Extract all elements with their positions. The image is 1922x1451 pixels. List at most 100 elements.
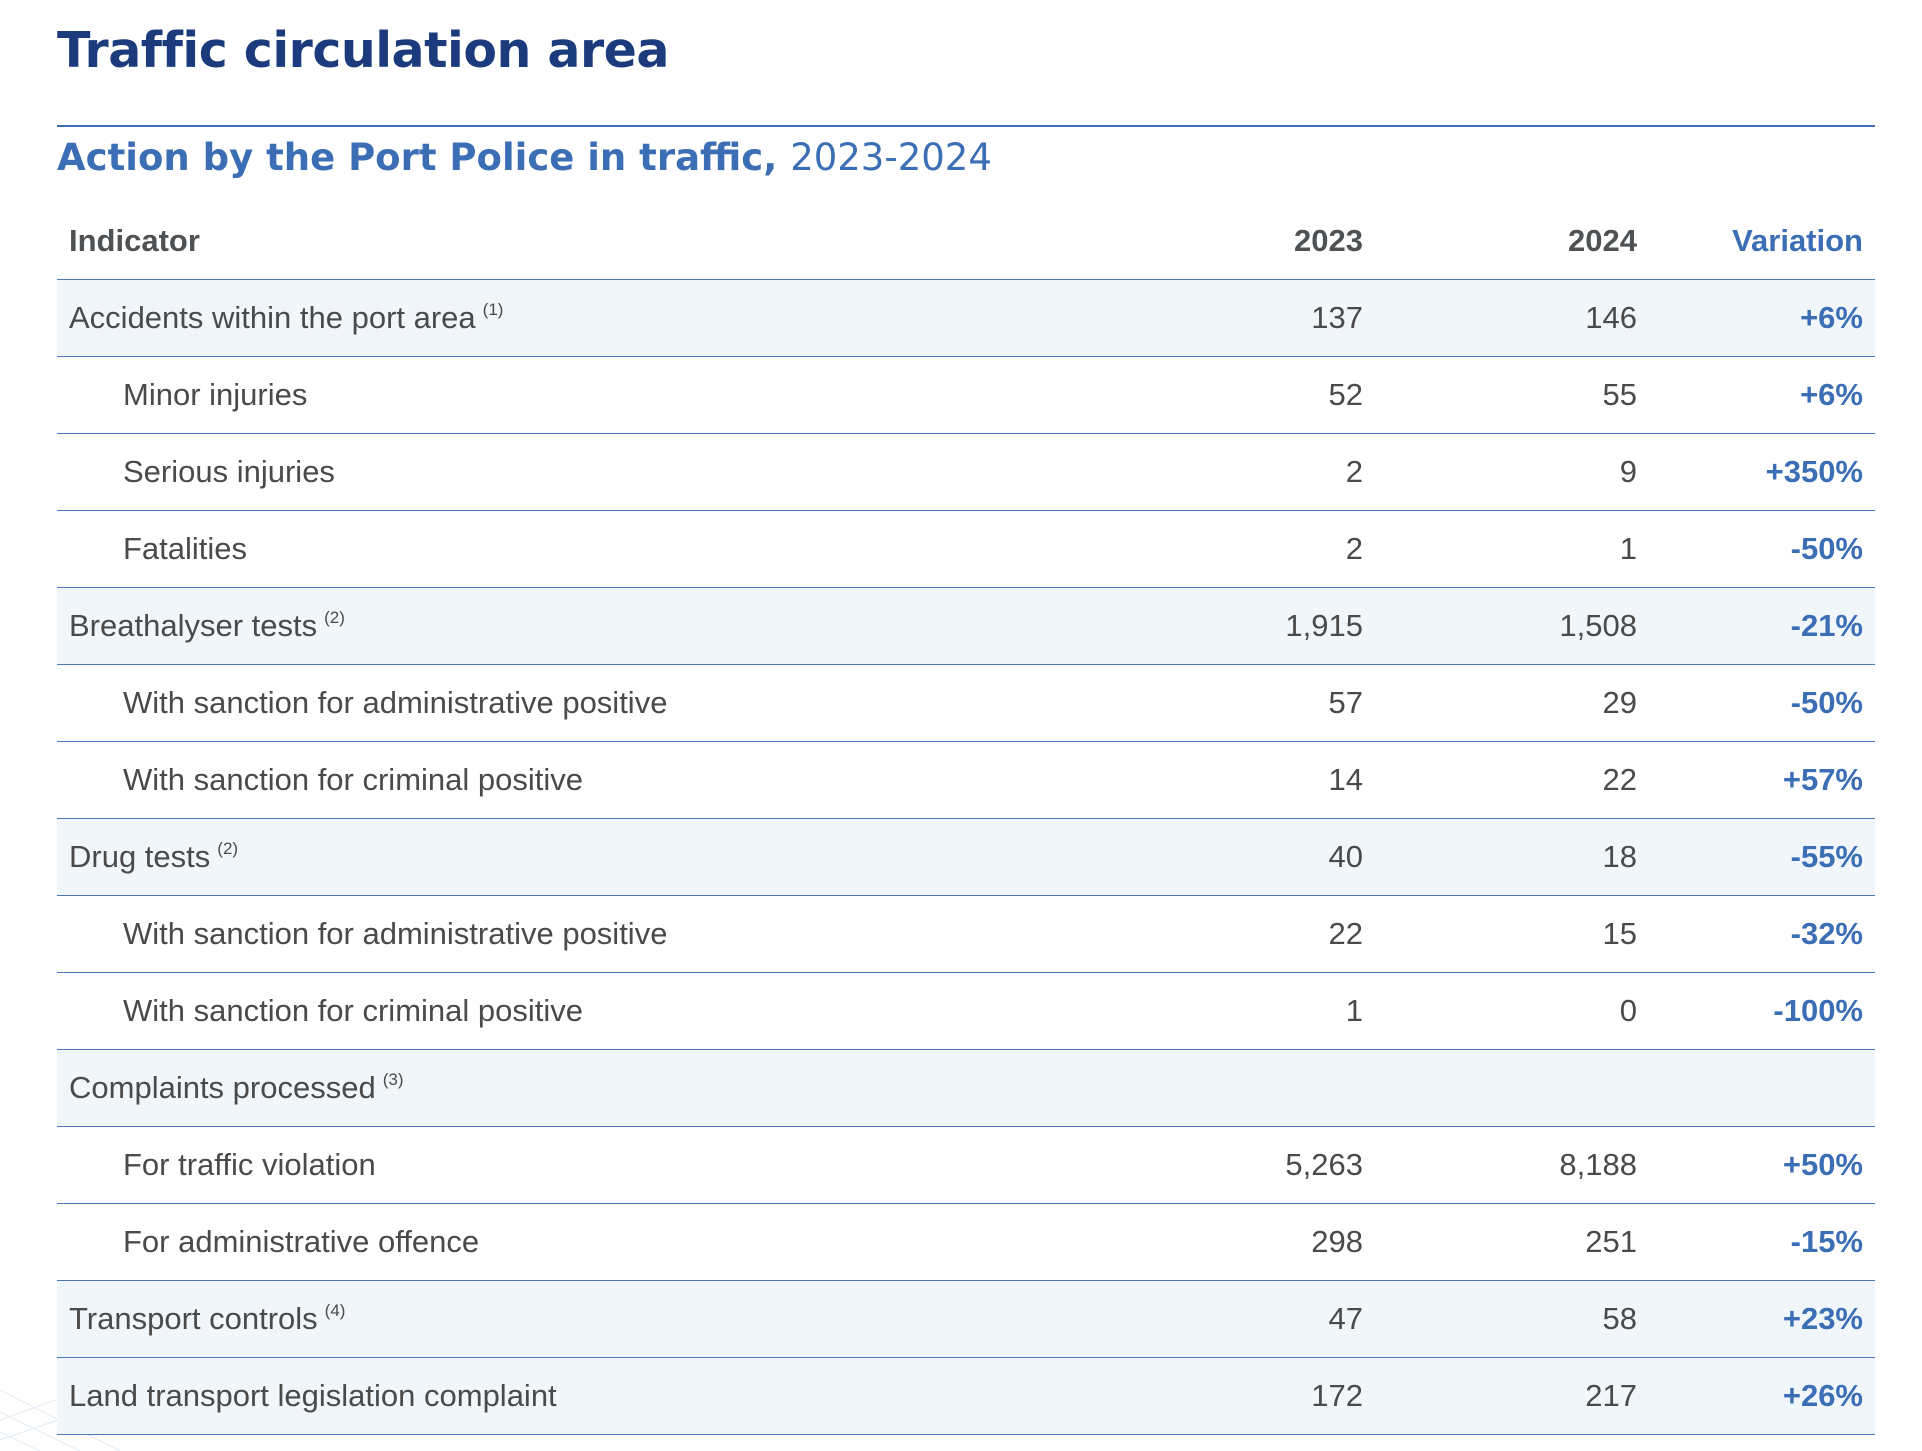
variation-value: -21% [1649,587,1875,665]
table-row: Drug tests (2) 40 18 -55% [57,818,1875,896]
value-2024: 251 [1375,1203,1649,1281]
table-header-row: Indicator 2023 2024 Variation [57,203,1875,280]
header-2023: 2023 [1107,203,1375,280]
value-2024: 8,188 [1375,1126,1649,1204]
row-label: Fatalities [123,531,248,566]
table-row: Transport controls (4) 47 58 +23% [57,1280,1875,1358]
row-label-cell: Complaints processed (3) [57,1049,1107,1127]
value-2024: 15 [1375,895,1649,973]
row-label-cell: Minor injuries [57,356,1107,434]
value-2023: 298 [1107,1203,1375,1281]
variation-value: +6% [1649,356,1875,434]
value-2024: 55 [1375,356,1649,434]
row-label: For administrative offence [123,1224,480,1259]
variation-value: +350% [1649,433,1875,511]
row-label: Land transport legislation complaint [69,1378,557,1413]
row-label: Accidents within the port area [69,300,476,335]
value-2023: 1,915 [1107,587,1375,665]
value-2023: 172 [1107,1357,1375,1435]
value-2024: 217 [1375,1357,1649,1435]
value-2024: 22 [1375,741,1649,819]
table-row: Minor injuries 52 55 +6% [57,356,1875,434]
value-2023: 52 [1107,356,1375,434]
variation-value: +26% [1649,1357,1875,1435]
value-2024: 1,508 [1375,587,1649,665]
row-label: Serious injuries [123,454,335,489]
table-row: Accidents within the port area (1) 137 14… [57,279,1875,357]
row-label-cell: With sanction for criminal positive [57,972,1107,1050]
variation-value: -55% [1649,818,1875,896]
row-label-cell: For traffic violation [57,1126,1107,1204]
variation-value: +57% [1649,741,1875,819]
row-label-cell: Serious injuries [57,433,1107,511]
row-label: With sanction for administrative positiv… [123,916,668,951]
value-2024: 29 [1375,664,1649,742]
row-label-cell: Land transport legislation complaint [57,1357,1107,1435]
variation-value: -50% [1649,510,1875,588]
table-row: Breathalyser tests (2) 1,915 1,508 -21% [57,587,1875,665]
variation-value: -100% [1649,972,1875,1050]
value-2023: 5,263 [1107,1126,1375,1204]
table-row: For administrative offence 298 251 -15% [57,1203,1875,1281]
table-row: With sanction for criminal positive 1 0 … [57,972,1875,1050]
row-label: Complaints processed [69,1070,376,1105]
variation-value: +50% [1649,1126,1875,1204]
value-2023: 137 [1107,279,1375,357]
row-label: With sanction for criminal positive [123,993,583,1028]
value-2024 [1375,1049,1649,1127]
table-row: Complaints processed (3) [57,1049,1875,1127]
row-label-cell: For administrative offence [57,1203,1107,1281]
footnote-ref: (2) [324,608,345,627]
table-title-main: Action by the Port Police in traffic, [57,136,778,179]
table-row: Serious injuries 2 9 +350% [57,433,1875,511]
row-label-cell: With sanction for administrative positiv… [57,664,1107,742]
row-label: Drug tests [69,839,211,874]
row-label-cell: With sanction for criminal positive [57,741,1107,819]
variation-value: +23% [1649,1280,1875,1358]
row-label-cell: Drug tests (2) [57,818,1107,896]
value-2023: 22 [1107,895,1375,973]
row-label: With sanction for criminal positive [123,762,583,797]
value-2024: 1 [1375,510,1649,588]
variation-value: -32% [1649,895,1875,973]
footnote-ref: (4) [324,1301,346,1320]
value-2023: 14 [1107,741,1375,819]
table-row: Fatalities 2 1 -50% [57,510,1875,588]
value-2024: 0 [1375,972,1649,1050]
row-label: Breathalyser tests [69,608,318,643]
value-2023: 2 [1107,510,1375,588]
value-2023: 57 [1107,664,1375,742]
footnote-ref: (3) [382,1070,404,1089]
row-label: With sanction for administrative positiv… [123,685,668,720]
value-2024: 58 [1375,1280,1649,1358]
row-label-cell: Accidents within the port area (1) [57,279,1107,357]
row-label-cell: With sanction for administrative positiv… [57,895,1107,973]
table-title: Action by the Port Police in traffic, 20… [57,136,992,179]
row-label-cell: Transport controls (4) [57,1280,1107,1358]
table-row: For traffic violation 5,263 8,188 +50% [57,1126,1875,1204]
value-2024: 18 [1375,818,1649,896]
value-2023 [1107,1049,1375,1127]
variation-value [1649,1049,1875,1127]
row-label: For traffic violation [123,1147,376,1182]
value-2024: 9 [1375,433,1649,511]
table-row: With sanction for administrative positiv… [57,895,1875,973]
table-row: With sanction for criminal positive 14 2… [57,741,1875,819]
row-label-cell: Fatalities [57,510,1107,588]
row-label: Minor injuries [123,377,308,412]
table-title-years: 2023-2024 [790,136,992,179]
value-2023: 1 [1107,972,1375,1050]
header-2024: 2024 [1375,203,1649,280]
traffic-table: Indicator 2023 2024 Variation Accidents … [57,203,1875,1435]
value-2023: 47 [1107,1280,1375,1358]
header-variation: Variation [1649,203,1875,280]
value-2023: 40 [1107,818,1375,896]
title-divider [57,125,1875,127]
variation-value: -50% [1649,664,1875,742]
page-title: Traffic circulation area [57,22,669,79]
value-2023: 2 [1107,433,1375,511]
value-2024: 146 [1375,279,1649,357]
footnote-ref: (2) [217,839,239,858]
footnote-ref: (1) [482,300,504,319]
table-row: With sanction for administrative positiv… [57,664,1875,742]
